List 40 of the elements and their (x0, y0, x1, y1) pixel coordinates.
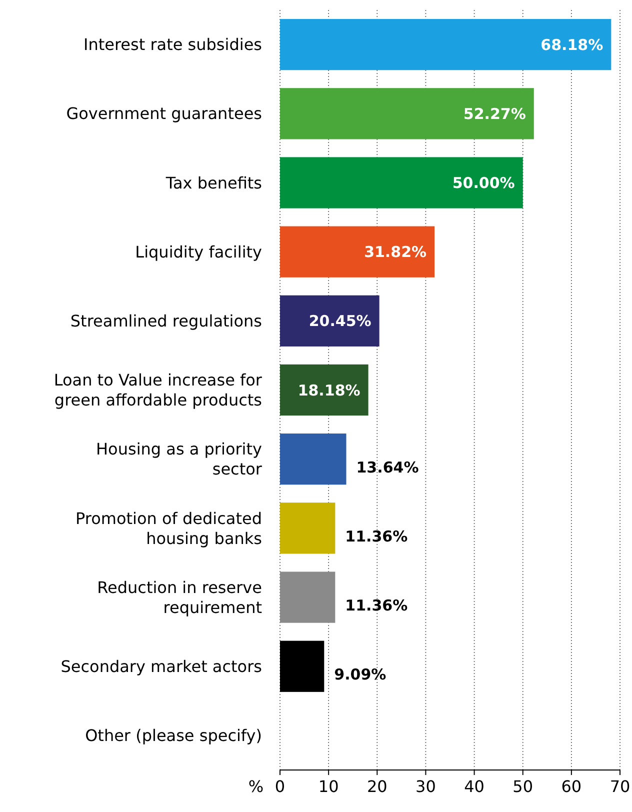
bar (280, 295, 380, 346)
y-tick-label: Liquidity facility (135, 242, 262, 262)
data-label: 52.27% (463, 104, 526, 123)
y-tick-label: Streamlined regulations (70, 312, 262, 331)
bar (280, 640, 324, 692)
y-tick-label: Reduction in reserve requirement (97, 578, 262, 617)
data-label: 31.82% (364, 243, 427, 262)
bar (280, 226, 435, 278)
data-label: 11.36% (345, 596, 408, 615)
y-tick-label: Loan to Value increase for green affordable products (54, 370, 262, 410)
bar (280, 157, 523, 208)
y-tick-label: Interest rate subsidies (83, 35, 262, 54)
bar (280, 18, 612, 70)
bar (280, 364, 368, 416)
data-label: 50.00% (452, 174, 515, 192)
y-tick-label: Housing as a priority sector (96, 440, 262, 479)
x-axis-title: % (248, 777, 264, 796)
y-tick-label: Secondary market actors (60, 656, 262, 676)
data-label: 9.09% (334, 666, 386, 684)
data-label: 18.18% (298, 381, 360, 400)
data-label: 13.64% (356, 458, 419, 476)
data-label: 11.36% (345, 527, 408, 546)
bar (280, 434, 346, 485)
x-tick-label: 30 (416, 777, 436, 796)
x-tick-label: 40 (464, 777, 484, 796)
bar (280, 572, 336, 623)
y-tick-label: Other (please specify) (85, 726, 262, 746)
y-tick-label: Promotion of dedicated housing banks (76, 508, 262, 548)
x-tick-label: 50 (512, 777, 534, 796)
bar (280, 88, 534, 140)
x-tick-label: 0 (274, 777, 286, 796)
bar (280, 502, 336, 554)
x-tick-label: 10 (318, 777, 339, 796)
y-tick-label: Government guarantees (66, 104, 262, 124)
x-tick-label: 70 (610, 777, 630, 796)
y-tick-label: Tax benefits (164, 173, 262, 192)
data-label: 20.45% (308, 312, 372, 330)
data-label: 68.18% (540, 36, 604, 54)
x-tick-label: 20 (366, 777, 388, 796)
x-tick-label: 60 (561, 777, 582, 796)
